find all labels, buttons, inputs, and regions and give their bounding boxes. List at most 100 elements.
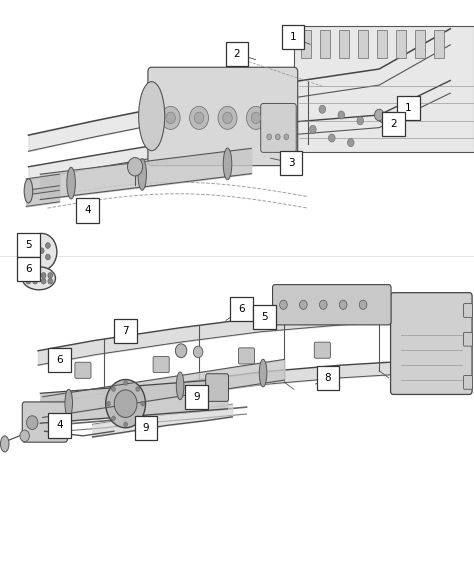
FancyBboxPatch shape: [48, 413, 71, 438]
Circle shape: [161, 106, 180, 129]
Text: 6: 6: [25, 264, 32, 274]
FancyBboxPatch shape: [76, 198, 99, 223]
Text: 7: 7: [122, 326, 128, 336]
Text: 1: 1: [405, 103, 412, 113]
Circle shape: [190, 106, 209, 129]
Circle shape: [136, 387, 139, 392]
FancyBboxPatch shape: [464, 304, 473, 317]
Circle shape: [275, 134, 280, 140]
FancyBboxPatch shape: [317, 366, 339, 390]
Circle shape: [27, 416, 38, 430]
FancyBboxPatch shape: [464, 375, 473, 389]
FancyBboxPatch shape: [391, 293, 472, 394]
FancyBboxPatch shape: [238, 348, 255, 364]
Circle shape: [136, 416, 139, 420]
Circle shape: [41, 273, 46, 278]
Bar: [358, 30, 368, 58]
FancyBboxPatch shape: [273, 285, 391, 325]
Circle shape: [357, 117, 364, 125]
Text: 1: 1: [290, 32, 296, 43]
Bar: [415, 30, 425, 58]
Circle shape: [166, 112, 175, 124]
Circle shape: [41, 278, 46, 284]
FancyBboxPatch shape: [282, 25, 304, 49]
Ellipse shape: [0, 436, 9, 452]
Bar: [377, 30, 387, 58]
FancyBboxPatch shape: [135, 416, 157, 440]
FancyBboxPatch shape: [48, 348, 71, 372]
Bar: [339, 30, 349, 58]
Circle shape: [300, 300, 307, 309]
Circle shape: [328, 134, 335, 142]
FancyBboxPatch shape: [148, 67, 298, 166]
Circle shape: [284, 134, 289, 140]
Circle shape: [175, 344, 187, 358]
FancyBboxPatch shape: [261, 104, 296, 152]
Bar: [0, 270, 474, 552]
Circle shape: [374, 109, 384, 121]
Text: 4: 4: [56, 420, 63, 431]
Bar: [301, 30, 311, 58]
Circle shape: [27, 233, 57, 270]
Ellipse shape: [138, 82, 165, 151]
Circle shape: [267, 134, 272, 140]
Circle shape: [20, 430, 29, 442]
Circle shape: [246, 106, 265, 129]
FancyBboxPatch shape: [464, 332, 473, 346]
FancyBboxPatch shape: [114, 319, 137, 343]
Text: 2: 2: [390, 119, 397, 129]
Text: 5: 5: [25, 240, 32, 250]
Circle shape: [128, 158, 143, 176]
Circle shape: [26, 273, 31, 278]
Text: 3: 3: [288, 158, 294, 168]
Circle shape: [280, 300, 287, 309]
FancyBboxPatch shape: [17, 233, 40, 257]
Circle shape: [46, 243, 50, 248]
Ellipse shape: [138, 159, 146, 190]
Circle shape: [112, 387, 116, 392]
Bar: [0, 0, 474, 250]
Circle shape: [39, 248, 44, 254]
FancyBboxPatch shape: [230, 297, 253, 321]
Bar: [396, 30, 406, 58]
Bar: [320, 30, 330, 58]
Text: 9: 9: [143, 423, 149, 434]
Circle shape: [124, 422, 128, 427]
Circle shape: [106, 380, 146, 428]
Text: 6: 6: [56, 355, 63, 365]
FancyBboxPatch shape: [280, 151, 302, 175]
FancyBboxPatch shape: [185, 385, 208, 409]
Circle shape: [339, 300, 347, 309]
Circle shape: [359, 300, 367, 309]
Ellipse shape: [24, 179, 33, 203]
FancyBboxPatch shape: [153, 356, 169, 373]
Text: 2: 2: [234, 49, 240, 59]
Circle shape: [48, 273, 53, 278]
Circle shape: [107, 401, 110, 406]
FancyBboxPatch shape: [226, 42, 248, 66]
Ellipse shape: [223, 148, 232, 180]
Text: 5: 5: [261, 312, 268, 323]
Circle shape: [112, 416, 116, 420]
Circle shape: [218, 106, 237, 129]
Circle shape: [310, 125, 316, 133]
Circle shape: [26, 278, 31, 284]
Ellipse shape: [65, 389, 73, 417]
FancyBboxPatch shape: [22, 402, 67, 442]
Ellipse shape: [259, 359, 267, 387]
Circle shape: [251, 112, 261, 124]
Circle shape: [223, 112, 232, 124]
Circle shape: [194, 112, 204, 124]
Circle shape: [33, 278, 37, 284]
FancyBboxPatch shape: [314, 342, 330, 358]
FancyBboxPatch shape: [397, 96, 420, 120]
FancyBboxPatch shape: [17, 257, 40, 281]
Bar: [434, 30, 444, 58]
FancyBboxPatch shape: [206, 374, 228, 401]
Text: 8: 8: [325, 373, 331, 384]
Ellipse shape: [176, 372, 184, 400]
Circle shape: [48, 278, 53, 284]
FancyBboxPatch shape: [253, 305, 276, 329]
Circle shape: [319, 300, 327, 309]
Ellipse shape: [22, 267, 55, 290]
